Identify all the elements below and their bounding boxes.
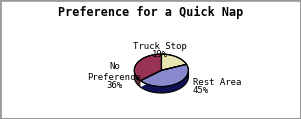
Text: 19%: 19% [151, 50, 168, 60]
Text: Truck Stop: Truck Stop [133, 42, 186, 51]
Polygon shape [141, 64, 188, 87]
Polygon shape [134, 54, 161, 81]
Text: 36%: 36% [106, 81, 123, 90]
Text: 45%: 45% [193, 86, 209, 95]
Text: Preference for a Quick Nap: Preference for a Quick Nap [58, 5, 243, 18]
Polygon shape [161, 54, 186, 70]
Polygon shape [141, 70, 188, 93]
Text: No
Preference: No Preference [88, 62, 141, 82]
Text: Rest Area: Rest Area [193, 78, 241, 87]
Polygon shape [134, 69, 161, 87]
